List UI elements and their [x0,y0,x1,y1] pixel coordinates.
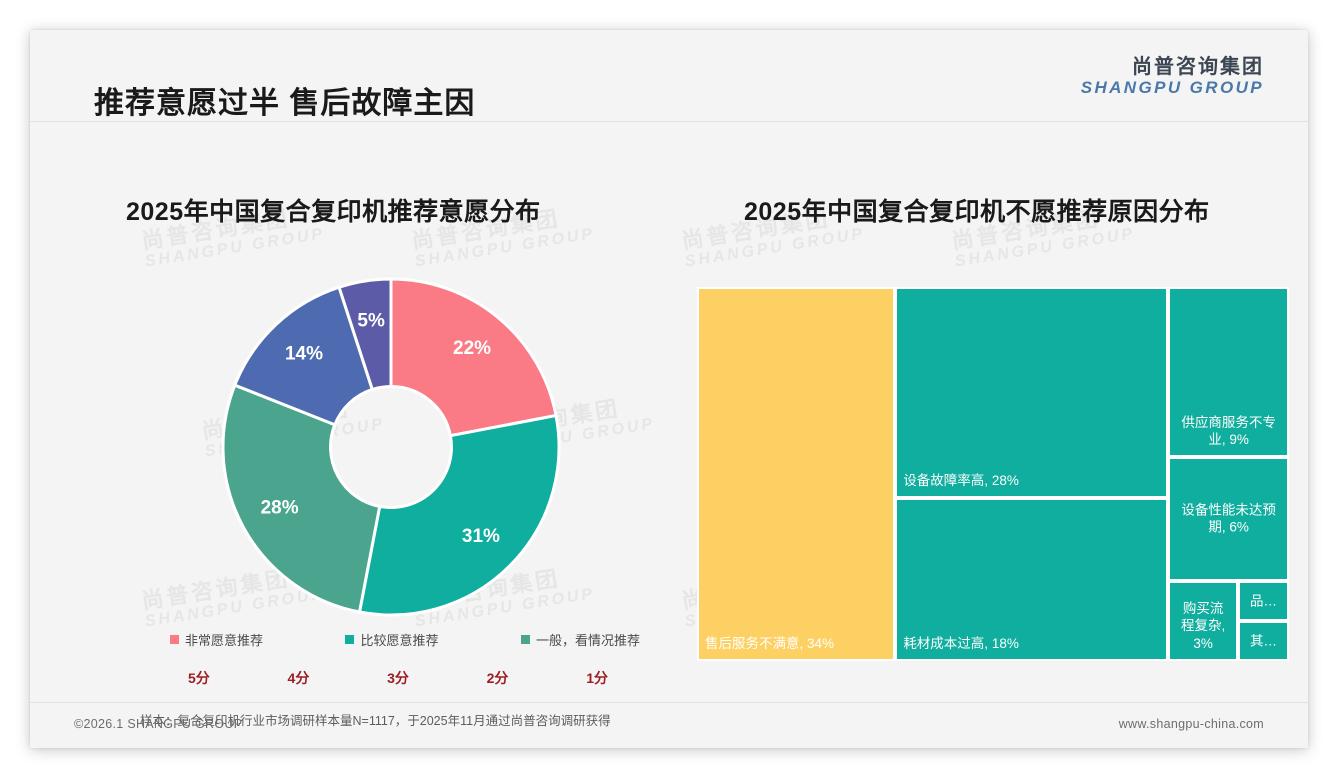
treemap-cell[interactable]: 设备性能未达预期, 6% [1168,457,1289,581]
footer-copyright: ©2026.1 SHANGPU GROUP [74,717,243,731]
donut-slice[interactable] [389,277,558,438]
donut-slice[interactable] [357,413,561,617]
treemap-cell-label: 耗材成本过高, 18% [903,635,1019,651]
donut-slice-label: 14% [285,343,323,364]
donut-slice[interactable] [221,383,382,614]
treemap-chart: 售后服务不满意, 34% 设备故障率高, 28% 耗材成本过高, 18% 供应商服务不… [697,287,1289,661]
donut-chart: 22% 31% 28% 14% 5% [196,252,586,642]
brand-name-en: SHANGPU GROUP [1080,78,1264,98]
legend-item[interactable]: 一般，看情况推荐 [520,630,640,649]
legend-item-label: 一般，看情况推荐 [535,633,640,648]
brand-name-cn: 尚普咨询集团 [1132,56,1264,78]
treemap-cell[interactable]: 耗材成本过高, 18% [895,498,1169,661]
slide-canvas: 尚普咨询集团 SHANGPU GROUP 尚普咨询集团 SHANGPU GROUP 尚普… [30,30,1308,748]
left-chart-title: 2025年中国复合复印机推荐意愿分布 [126,198,541,226]
footer-website: www.shangpu-china.com [1118,717,1264,731]
treemap-cell-label: 供应商服务不专业, 9% [1181,414,1276,447]
score-label: 5分 [188,670,210,686]
legend-item-label: 非常愿意推荐 [185,633,264,648]
treemap-cell[interactable]: 供应商服务不专业, 9% [1168,287,1289,458]
donut-slice-label: 31% [462,526,500,547]
treemap-cell-label: 售后服务不满意, 34% [705,635,835,651]
score-scale-row: 5分 4分 3分 2分 1分 [188,668,608,688]
treemap-cell[interactable]: 购买流程复杂, 3% [1168,580,1239,661]
score-label: 2分 [486,670,509,686]
legend-item[interactable]: 非常愿意推荐 [170,630,263,649]
score-label: 1分 [586,670,608,686]
treemap-cell-label: 设备故障率高, 28% [903,473,1019,489]
treemap-cell[interactable]: 售后服务不满意, 34% [697,287,896,661]
donut-slice-label: 28% [261,497,299,518]
donut-slice-label: 22% [453,338,491,359]
donut-slice[interactable] [337,277,393,392]
right-chart-title: 2025年中国复合复印机不愿推荐原因分布 [744,198,1210,226]
legend-item-label: 比较愿意推荐 [360,633,439,648]
legend-item[interactable]: 比较愿意推荐 [345,630,439,649]
legend-swatch-icon [520,635,530,644]
treemap-cell-label: 购买流程复杂, 3% [1181,601,1226,651]
legend-swatch-icon [345,635,355,644]
brand-logo: 尚普咨询集团 SHANGPU GROUP [1081,56,1264,97]
treemap-cell[interactable]: 设备故障率高, 28% [895,287,1169,499]
treemap-cell-label: 其… [1250,633,1278,649]
footnote: 样本：复合复印机行业市场调研样本量N=1117，于2025年11月通过尚普咨询调… [140,714,611,728]
legend-swatch-icon [170,635,179,644]
slide-footer: ©2026.1 SHANGPU GROUP www.shangpu-china.… [30,702,1308,748]
treemap-cell-label: 品… [1250,593,1278,609]
donut-slice-label: 5% [357,310,385,331]
donut-chart-svg: 22% 31% 28% 14% 5% [221,277,561,617]
page-title: 推荐意愿过半 售后故障主因 [94,87,476,120]
score-label: 3分 [387,670,409,686]
treemap-cell[interactable]: 其… [1238,620,1289,661]
slide-header: 推荐意愿过半 售后故障主因 尚普咨询集团 SHANGPU GROUP [30,30,1308,122]
treemap-cell-label: 设备性能未达预期, 6% [1181,502,1276,535]
treemap-cell[interactable]: 品… [1238,580,1289,621]
donut-slice[interactable] [232,285,375,427]
score-label: 4分 [287,670,310,686]
donut-legend: 非常愿意推荐 比较愿意推荐 一般，看情况推荐 [170,630,640,649]
